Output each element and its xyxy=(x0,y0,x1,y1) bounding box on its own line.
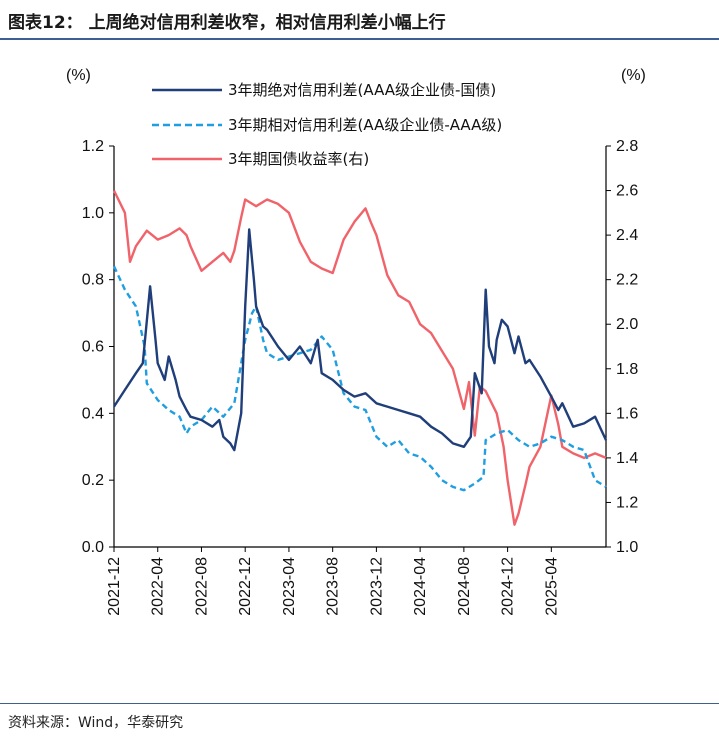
series-line-3 xyxy=(112,190,607,526)
x-tick-label: 2022-12 xyxy=(237,557,254,616)
left-tick-label: 1.0 xyxy=(82,205,104,222)
right-tick-label: 1.8 xyxy=(616,361,638,378)
x-tick-label: 2023-08 xyxy=(325,557,342,616)
right-tick-label: 1.0 xyxy=(616,539,638,556)
left-tick-label: 0.8 xyxy=(82,272,104,289)
left-tick-label: 1.2 xyxy=(82,138,104,155)
x-tick-label: 2024-04 xyxy=(412,557,429,616)
right-tick-label: 1.2 xyxy=(616,494,638,511)
legend-label-1: 3年期绝对信用利差(AAA级企业债-国债) xyxy=(228,81,496,99)
title-divider xyxy=(0,38,719,40)
x-tick-label: 2024-08 xyxy=(456,557,473,616)
right-tick-label: 2.0 xyxy=(616,316,638,333)
series-lines xyxy=(112,190,608,526)
x-tick-label: 2025-04 xyxy=(543,557,560,616)
axes: 0.0 0.2 0.4 0.6 0.8 1.0 1.2 1.0 1.2 1.4 1.6 1.8 2.0 2… xyxy=(82,138,639,616)
right-tick-label: 2.2 xyxy=(616,272,638,289)
x-tick-label: 2023-04 xyxy=(281,557,298,616)
x-tick-label: 2022-08 xyxy=(193,557,210,616)
left-tick-label: 0.2 xyxy=(82,472,104,489)
right-tick-label: 1.4 xyxy=(616,450,638,467)
right-axis-unit: (%) xyxy=(621,67,646,84)
left-axis-unit: (%) xyxy=(66,67,91,84)
left-tick-label: 0.4 xyxy=(82,405,104,422)
legend-label-2: 3年期相对信用利差(AA级企业债-AAA级) xyxy=(228,116,502,134)
left-tick-label: 0.6 xyxy=(82,339,104,356)
x-tick-label: 2023-12 xyxy=(368,557,385,616)
right-tick-label: 2.6 xyxy=(616,183,638,200)
source-note: 资料来源：Wind，华泰研究 xyxy=(8,715,184,731)
right-tick-label: 1.6 xyxy=(616,405,638,422)
series-line-2 xyxy=(112,265,607,492)
left-tick-label: 0.0 xyxy=(82,539,104,556)
chart-title: 图表12： 上周绝对信用利差收窄，相对信用利差小幅上行 xyxy=(8,13,446,33)
x-tick-label: 2024-12 xyxy=(500,557,517,616)
legend: 3年期绝对信用利差(AAA级企业债-国债) 3年期相对信用利差(AA级企业债-AA… xyxy=(152,81,502,168)
x-tick-label: 2022-04 xyxy=(150,557,167,616)
series-line-1 xyxy=(112,228,608,452)
x-tick-label: 2021-12 xyxy=(106,557,123,616)
right-tick-label: 2.4 xyxy=(616,227,638,244)
right-tick-label: 2.8 xyxy=(616,138,638,155)
legend-label-3: 3年期国债收益率(右) xyxy=(228,150,369,168)
footer-divider xyxy=(0,703,719,704)
